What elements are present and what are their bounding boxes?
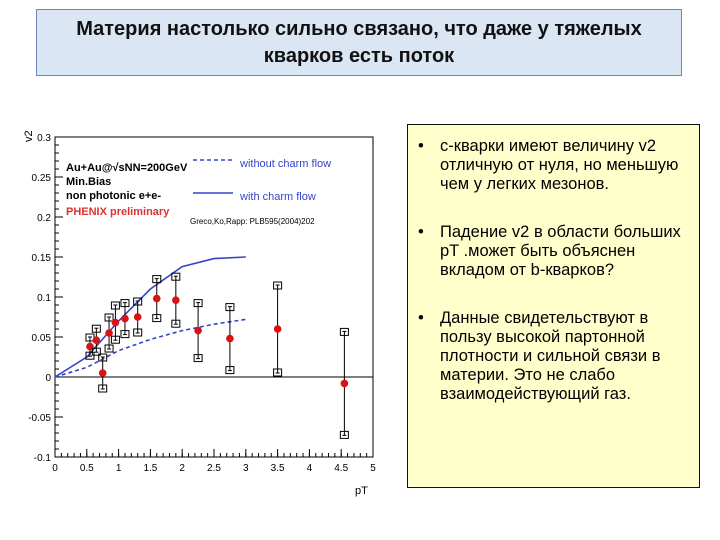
data-point xyxy=(133,313,142,321)
x-tick-label: 3 xyxy=(243,463,249,474)
sys-box xyxy=(152,275,162,284)
series-line-without-charm xyxy=(54,318,246,378)
sys-box xyxy=(104,313,114,322)
y-tick-label: -0.05 xyxy=(28,413,51,424)
sys-box xyxy=(98,384,108,393)
data-point xyxy=(152,294,161,303)
sys-box xyxy=(171,319,181,328)
sys-box xyxy=(152,314,162,323)
data-point xyxy=(194,326,202,335)
sys-box xyxy=(273,281,283,290)
sys-box xyxy=(225,366,235,375)
chart-annotation-particle: non photonic e+e- xyxy=(66,190,161,202)
x-tick-label: 2 xyxy=(179,463,185,474)
sys-box xyxy=(91,324,101,333)
data-point xyxy=(105,329,113,337)
x-tick-label: 4.5 xyxy=(334,463,348,474)
y-tick-label: 0.15 xyxy=(32,253,52,264)
sys-box xyxy=(193,354,203,363)
y-tick-label: 0.05 xyxy=(32,333,52,344)
sys-box xyxy=(339,430,349,439)
y-tick-label: 0.1 xyxy=(37,293,51,304)
data-point xyxy=(340,379,349,388)
slide-title: Материя настолько сильно связано, что да… xyxy=(76,17,642,67)
sys-box xyxy=(120,330,130,339)
sys-box xyxy=(98,353,108,362)
chart-annotation-reference: Greco,Ko,Rapp: PLB595(2004)202 xyxy=(190,217,315,226)
legend-label-with: with charm flow xyxy=(239,191,316,203)
sys-box xyxy=(120,299,130,308)
slide-title-box: Материя настолько сильно связано, что да… xyxy=(36,9,682,76)
chart-annotation-system: Au+Au@√sNN=200GeV xyxy=(66,162,188,174)
sys-box xyxy=(193,299,203,308)
bullet-dot-icon: • xyxy=(418,223,424,241)
sys-box xyxy=(133,328,143,337)
bullet-item: • Данные свидетельствуют в пользу высоко… xyxy=(418,309,689,404)
sys-box xyxy=(110,301,120,310)
data-point xyxy=(92,336,101,344)
chart-annotation-centrality: Min.Bias xyxy=(66,176,111,188)
data-point xyxy=(111,318,120,327)
sys-box xyxy=(225,303,235,312)
y-tick-label: -0.1 xyxy=(34,453,52,464)
y-axis-label: v2 xyxy=(23,130,35,142)
x-axis-label: pT xyxy=(355,485,368,497)
y-tick-label: 0.3 xyxy=(37,133,51,144)
sys-box xyxy=(339,327,349,336)
data-point xyxy=(172,296,180,304)
sys-box xyxy=(273,368,283,377)
data-point xyxy=(273,325,282,333)
x-tick-label: 5 xyxy=(370,463,376,474)
sys-box xyxy=(91,347,101,356)
sys-box xyxy=(133,297,143,306)
y-tick-label: 0.25 xyxy=(32,173,52,184)
legend-label-without: without charm flow xyxy=(239,158,331,170)
sys-box xyxy=(85,351,95,360)
bullet-item: • с-кварки имеют величину v2 отличную от… xyxy=(418,137,689,194)
bullet-text: Падение v2 в области больших pT .может б… xyxy=(440,223,681,279)
sys-box xyxy=(104,344,114,353)
data-point xyxy=(121,314,129,323)
data-point xyxy=(98,369,107,377)
x-tick-label: 1 xyxy=(116,463,122,474)
bullet-box: • с-кварки имеют величину v2 отличную от… xyxy=(407,124,700,488)
bullet-dot-icon: • xyxy=(418,137,424,155)
x-tick-label: 0.5 xyxy=(80,463,94,474)
x-tick-label: 2.5 xyxy=(207,463,221,474)
sys-box xyxy=(171,272,181,281)
y-tick-label: 0 xyxy=(45,373,51,384)
x-tick-label: 1.5 xyxy=(143,463,157,474)
x-tick-label: 3.5 xyxy=(271,463,285,474)
sys-box xyxy=(110,335,120,344)
bullet-item: • Падение v2 в области больших pT .может… xyxy=(418,223,689,280)
v2-chart: Au+Au@√sNN=200GeV Min.Bias non photonic … xyxy=(23,130,376,497)
x-tick-label: 0 xyxy=(52,463,58,474)
x-tick-label: 4 xyxy=(307,463,313,474)
bullet-text: с-кварки имеют величину v2 отличную от н… xyxy=(440,137,679,193)
bullet-text: Данные свидетельствуют в пользу высокой … xyxy=(440,309,661,403)
data-point xyxy=(226,334,234,343)
bullet-dot-icon: • xyxy=(418,309,424,327)
chart-annotation-collab: PHENIX preliminary xyxy=(66,206,170,218)
y-tick-label: 0.2 xyxy=(37,213,51,224)
series-line-with-charm xyxy=(54,256,246,378)
